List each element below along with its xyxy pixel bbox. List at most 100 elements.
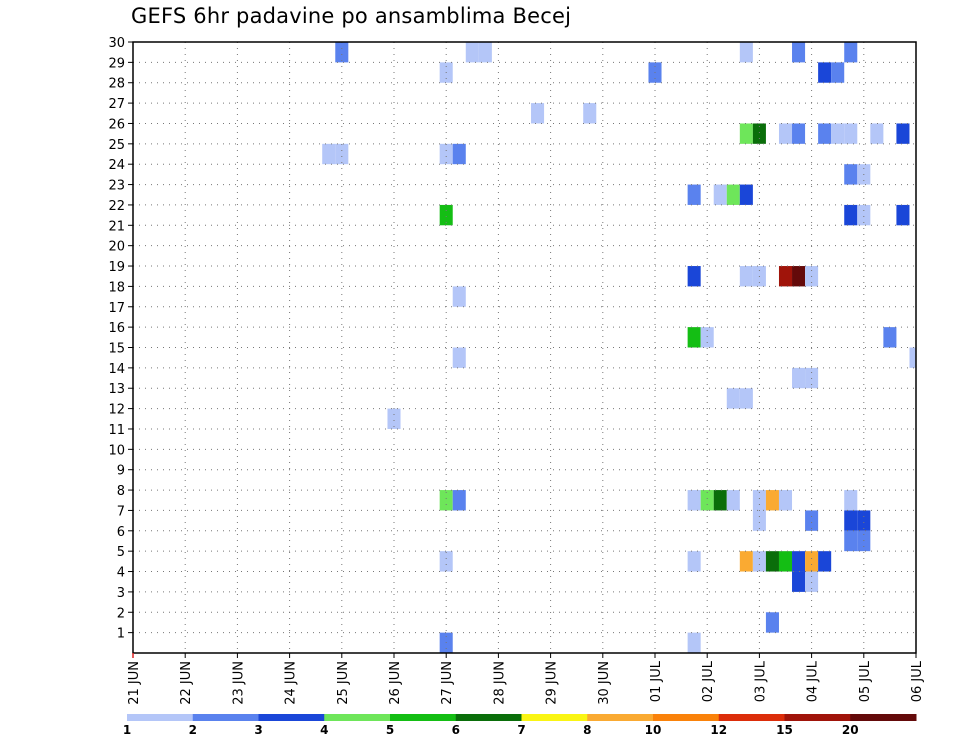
heatmap-cell: [792, 551, 806, 572]
heatmap-cell: [465, 42, 479, 63]
x-tick-label: 01 JUL: [649, 660, 664, 702]
heatmap-cell: [831, 62, 845, 83]
heatmap-cell: [818, 123, 832, 144]
heatmap-cell: [909, 347, 916, 368]
x-tick-label: 26 JUN: [388, 661, 403, 705]
y-tick-label: 24: [108, 158, 125, 173]
heatmap-cell: [726, 490, 740, 511]
heatmap-cell: [844, 490, 858, 511]
heatmap-cell: [792, 367, 806, 389]
heatmap-cell: [792, 42, 806, 63]
heatmap-cell: [439, 490, 453, 511]
heatmap-cell: [726, 184, 740, 205]
heatmap-cell: [439, 204, 453, 226]
x-tick-label: 30 JUN: [597, 661, 612, 705]
x-tick-label: 27 JUN: [440, 661, 455, 705]
x-tick-label: 06 JUL: [910, 660, 925, 702]
y-tick-label: 2: [117, 606, 125, 621]
y-tick-label: 22: [108, 199, 125, 214]
x-tick-label: 28 JUN: [492, 661, 507, 705]
y-tick-label: 4: [117, 566, 125, 581]
heatmap-cell: [778, 266, 793, 287]
y-tick-label: 1: [117, 627, 125, 642]
heatmap-cell: [478, 42, 492, 63]
cells-layer: [322, 42, 916, 653]
y-tick-label: 23: [108, 179, 125, 194]
heatmap-cell: [687, 632, 701, 653]
heatmap-cell: [452, 286, 466, 307]
legend-label: 2: [189, 723, 197, 737]
legend-label: 4: [320, 723, 328, 737]
heatmap-cell: [896, 204, 910, 226]
heatmap-cell: [752, 490, 766, 511]
y-tick-label: 3: [117, 586, 125, 601]
legend-swatch: [521, 714, 588, 721]
legend-label: 3: [254, 723, 262, 737]
heatmap-cell: [387, 408, 401, 429]
heatmap-cell: [439, 551, 453, 572]
heatmap-cell: [687, 327, 701, 348]
heatmap-cell: [844, 204, 858, 226]
heatmap-cell: [870, 123, 884, 144]
y-tick-label: 8: [117, 484, 125, 499]
heatmap-cell: [883, 327, 897, 348]
legend-label: 1: [123, 723, 131, 737]
heatmap-cell: [322, 143, 336, 165]
heatmap-cell: [583, 103, 597, 124]
heatmap-cell: [778, 551, 793, 572]
heatmap-cell: [739, 388, 753, 409]
heatmap-cell: [739, 266, 753, 287]
legend-swatch: [653, 714, 720, 721]
legend-swatch: [455, 714, 522, 721]
heatmap-cell: [752, 551, 766, 572]
heatmap-cell: [844, 530, 858, 552]
legend-swatch: [587, 714, 654, 721]
heatmap-cell: [700, 327, 714, 348]
legend-swatch: [390, 714, 457, 721]
y-tick-label: 11: [108, 423, 125, 438]
x-tick-label: 22 JUN: [179, 661, 194, 705]
y-tick-label: 27: [108, 97, 125, 112]
heatmap-cell: [792, 571, 806, 592]
legend-label: 12: [710, 723, 727, 737]
heatmap-cell: [844, 123, 858, 144]
x-tick-label: 02 JUL: [701, 660, 716, 702]
heatmap-cell: [765, 551, 779, 572]
legend-swatch: [324, 714, 391, 721]
y-tick-label: 18: [108, 280, 125, 295]
y-tick-label: 17: [108, 301, 125, 316]
y-tick-label: 15: [108, 342, 125, 357]
heatmap-cell: [765, 612, 779, 633]
heatmap-cell: [335, 42, 349, 63]
legend-swatch: [192, 714, 259, 721]
y-tick-label: 16: [108, 321, 125, 336]
legend-label: 5: [386, 723, 394, 737]
heatmap-cell: [805, 571, 819, 592]
heatmap-cell: [752, 510, 766, 531]
legend-swatch: [258, 714, 325, 721]
heatmap-cell: [857, 510, 871, 531]
heatmap-cell: [844, 164, 858, 185]
heatmap-cell: [335, 143, 349, 165]
x-tick-label: 05 JUL: [858, 660, 873, 702]
y-tick-label: 25: [108, 138, 125, 153]
heatmap-cell: [818, 551, 832, 572]
heatmap-cell: [452, 347, 466, 368]
heatmap-cell: [452, 143, 466, 165]
heatmap-cell: [439, 143, 453, 165]
x-tick-label: 03 JUL: [753, 660, 768, 702]
heatmap-cell: [713, 184, 727, 205]
x-tick-label: 29 JUN: [545, 661, 560, 705]
heatmap-cell: [687, 551, 701, 572]
legend-label: 15: [776, 723, 793, 737]
axes-layer: [128, 41, 917, 658]
legend-label: 8: [583, 723, 591, 737]
y-tick-label: 6: [117, 525, 125, 540]
y-tick-label: 12: [108, 403, 125, 418]
legend-label: 7: [517, 723, 525, 737]
x-tick-label: 04 JUL: [806, 660, 821, 702]
y-tick-label: 29: [108, 56, 125, 71]
heatmap-cell: [687, 490, 701, 511]
heatmap-cell: [739, 42, 753, 63]
